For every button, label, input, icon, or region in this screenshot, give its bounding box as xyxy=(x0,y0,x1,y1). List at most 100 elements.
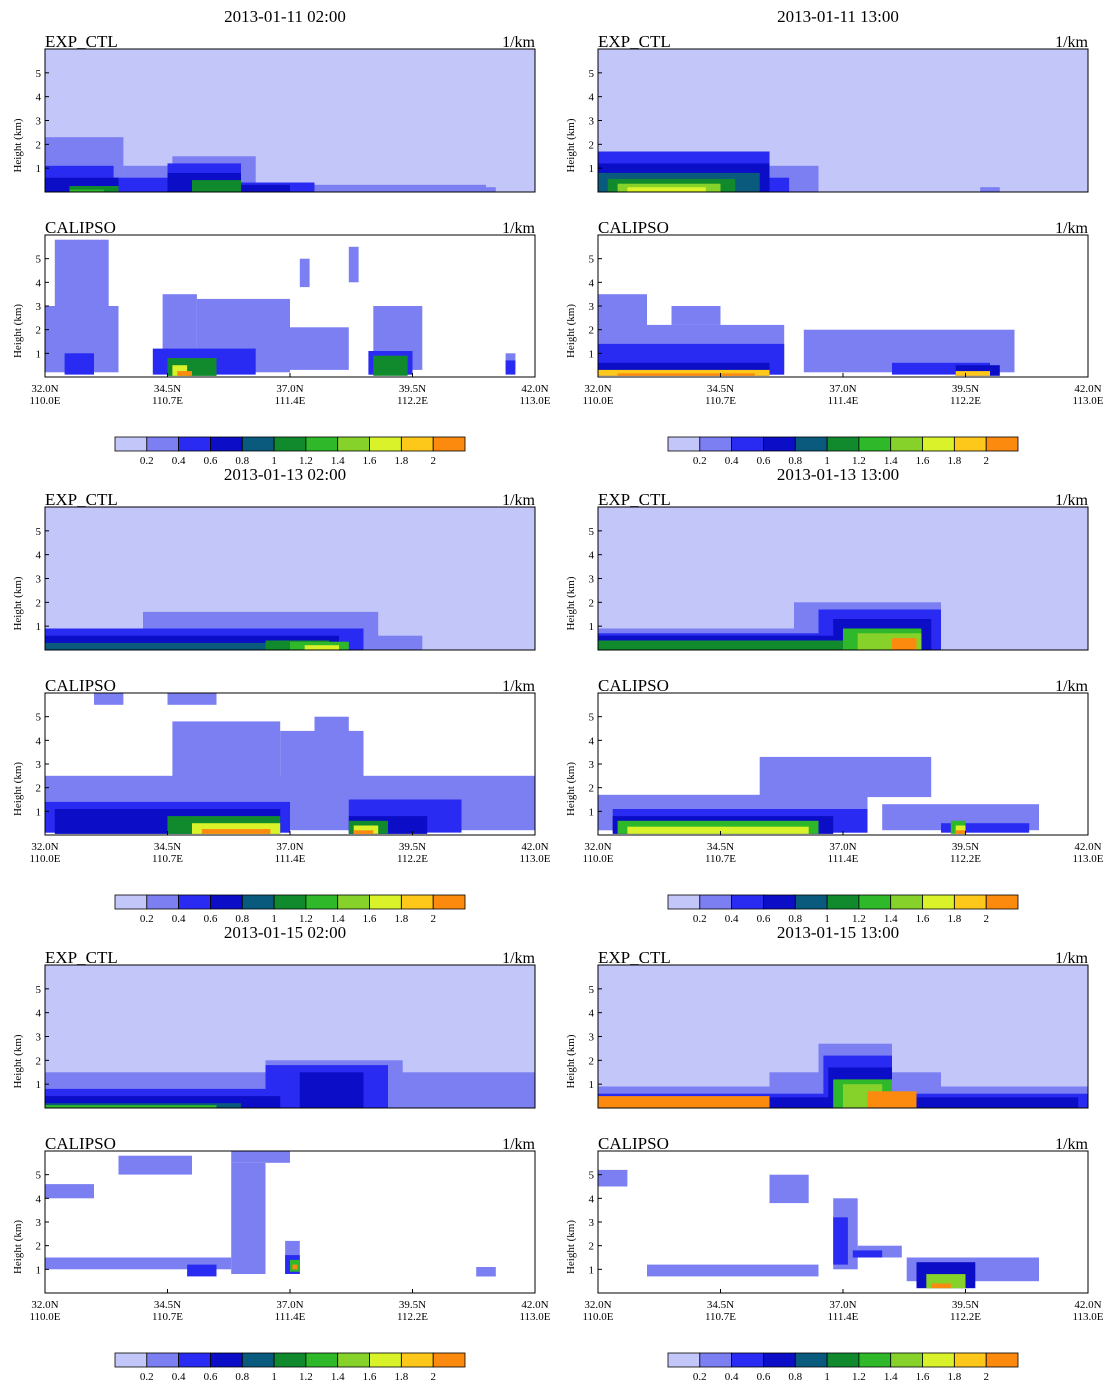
x-tick-label-lat: 37.0N xyxy=(829,841,856,853)
heatmap-cell xyxy=(192,823,281,834)
colorbar-swatch xyxy=(794,1352,828,1368)
colorbar-label: 1 xyxy=(271,455,277,467)
y-tick-label: 1 xyxy=(36,806,42,818)
x-tick-label-lat: 42.0N xyxy=(1074,1299,1101,1311)
heatmap-cell xyxy=(201,829,271,834)
y-tick-label: 3 xyxy=(589,1217,595,1229)
colorbar-label: 1 xyxy=(824,1371,830,1383)
x-tick-label-lat: 34.5N xyxy=(154,1299,181,1311)
x-tick-label-lat: 42.0N xyxy=(521,841,548,853)
colorbar-label: 2 xyxy=(983,455,989,467)
panel-unit: 1/km xyxy=(502,492,535,509)
colorbar-label: 0.8 xyxy=(788,1371,802,1383)
y-tick-label: 4 xyxy=(589,277,595,289)
colorbar-swatch xyxy=(337,436,370,452)
heatmap-cell xyxy=(255,184,486,192)
y-axis-label: Height (km) xyxy=(12,1034,24,1088)
x-tick-label-lat: 37.0N xyxy=(276,1299,303,1311)
colorbar-swatch xyxy=(210,894,243,910)
y-tick-label: 2 xyxy=(589,1241,595,1253)
y-tick-label: 5 xyxy=(589,712,595,724)
colorbar-label: 1.2 xyxy=(852,913,866,925)
y-tick-label: 1 xyxy=(589,806,595,818)
x-tick-label-lat: 42.0N xyxy=(521,383,548,395)
y-axis-label: Height (km) xyxy=(565,118,577,172)
x-tick-label-lat: 37.0N xyxy=(276,841,303,853)
y-axis-label: Height (km) xyxy=(565,762,577,816)
x-tick-label-lat: 34.5N xyxy=(154,383,181,395)
heatmap-cell xyxy=(45,642,330,650)
x-tick-label-lon: 110.0E xyxy=(582,1311,613,1323)
colorbar-swatch xyxy=(146,1352,180,1368)
model-panel: EXP_CTL 1/km 1 2 3 4 5 Height (km) xyxy=(565,948,1089,1109)
colorbar-swatch xyxy=(337,1352,370,1368)
x-tick-label-lon: 113.0E xyxy=(1072,395,1103,407)
colorbar-swatch xyxy=(858,894,892,910)
chart-datetime-title: 2013-01-15 02:00 xyxy=(224,923,346,942)
y-tick-label: 1 xyxy=(589,163,595,175)
chart-block: 2013-01-15 13:00 EXP_CTL 1/km 1 2 3 4 5 Height (… xyxy=(565,923,1104,1383)
heatmap-cell xyxy=(955,825,966,834)
x-tick-label-lon: 110.0E xyxy=(29,1311,60,1323)
colorbar-label: 0.2 xyxy=(693,455,707,467)
y-tick-label: 4 xyxy=(36,735,42,747)
colorbar-swatch xyxy=(794,436,828,452)
panel-label: CALIPSO xyxy=(45,676,116,695)
panel-label: EXP_CTL xyxy=(45,948,118,967)
heatmap-cell xyxy=(955,830,966,834)
colorbar-swatch xyxy=(146,436,180,452)
panel-unit: 1/km xyxy=(1055,950,1088,967)
x-tick-label-lon: 112.2E xyxy=(397,395,428,407)
heatmap-cell xyxy=(292,1264,298,1270)
colorbar: 0.2 0.4 0.6 0.8 1 1.2 1.4 1.6 1.8 2 xyxy=(667,436,1019,467)
y-tick-label: 5 xyxy=(589,68,595,80)
colorbar-swatch xyxy=(114,894,148,910)
panel-label: EXP_CTL xyxy=(598,948,671,967)
panel-label: EXP_CTL xyxy=(45,490,118,509)
heatmap-cell xyxy=(231,1162,266,1274)
heatmap-cell xyxy=(64,353,94,375)
x-tick-label-lon: 110.7E xyxy=(705,395,736,407)
panel-label: EXP_CTL xyxy=(598,490,671,509)
chart-block: 2013-01-13 02:00 EXP_CTL 1/km 1 2 3 4 5 Height (… xyxy=(12,465,551,925)
colorbar-swatch xyxy=(400,436,434,452)
model-panel: EXP_CTL 1/km 1 2 3 4 5 Height (km) xyxy=(12,32,536,193)
y-tick-label: 2 xyxy=(36,139,42,151)
colorbar-swatch xyxy=(146,894,180,910)
heatmap-cell xyxy=(290,327,349,370)
colorbar-swatch xyxy=(369,1352,402,1368)
colorbar-swatch xyxy=(985,894,1019,910)
colorbar-swatch xyxy=(890,436,923,452)
heatmap-cell xyxy=(299,258,310,288)
y-tick-label: 1 xyxy=(589,348,595,360)
y-tick-label: 5 xyxy=(36,526,42,538)
colorbar-swatch xyxy=(922,1352,955,1368)
x-tick-label-lon: 110.0E xyxy=(582,853,613,865)
colorbar-label: 0.6 xyxy=(204,1371,218,1383)
colorbar-label: 0.2 xyxy=(693,913,707,925)
colorbar-label: 1.8 xyxy=(948,1371,962,1383)
y-tick-label: 1 xyxy=(36,621,42,633)
panel-label: CALIPSO xyxy=(598,1134,669,1153)
y-tick-label: 5 xyxy=(589,526,595,538)
model-panel: EXP_CTL 1/km 1 2 3 4 5 Height (km) xyxy=(565,490,1089,651)
colorbar-label: 2 xyxy=(430,1371,436,1383)
y-tick-label: 3 xyxy=(36,1032,42,1044)
y-tick-label: 1 xyxy=(36,1264,42,1276)
colorbar-label: 0.2 xyxy=(140,1371,154,1383)
y-axis-label: Height (km) xyxy=(565,304,577,358)
colorbar-label: 0.6 xyxy=(757,455,771,467)
colorbar-label: 0.2 xyxy=(140,455,154,467)
x-tick-label-lon: 111.4E xyxy=(828,395,859,407)
heatmap-cell xyxy=(348,246,359,283)
panel-unit: 1/km xyxy=(1055,492,1088,509)
colorbar-swatch xyxy=(400,1352,434,1368)
y-tick-label: 4 xyxy=(589,550,595,562)
x-tick-label-lon: 112.2E xyxy=(950,1311,981,1323)
colorbar-swatch xyxy=(667,436,701,452)
x-tick-label-lon: 111.4E xyxy=(275,395,306,407)
x-tick-label-lat: 37.0N xyxy=(276,383,303,395)
x-tick-label-lat: 34.5N xyxy=(707,841,734,853)
